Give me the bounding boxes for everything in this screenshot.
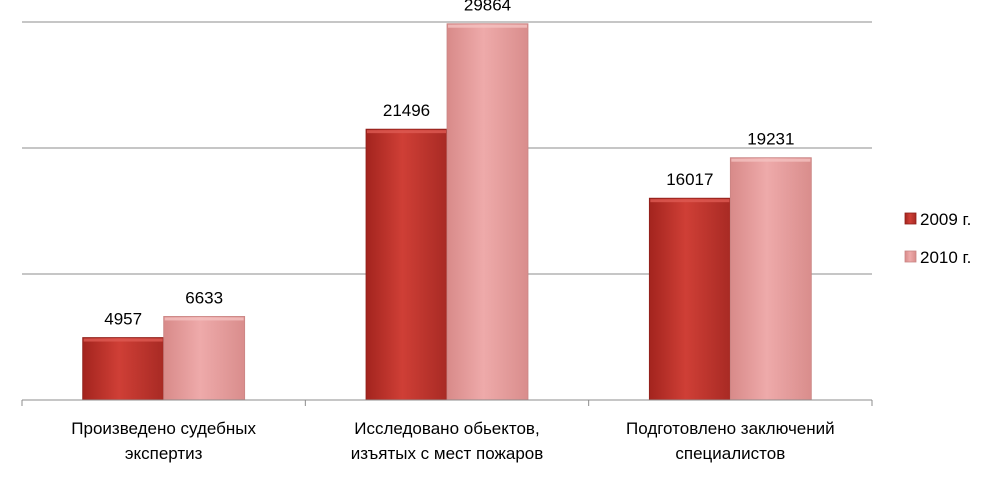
category-label: Подготовлено заключений xyxy=(626,419,835,438)
bar-2009 xyxy=(82,337,165,401)
data-label: 6633 xyxy=(185,288,223,307)
bars xyxy=(82,23,812,401)
bar-bevel xyxy=(448,24,527,28)
category-label: Произведено судебных xyxy=(71,419,256,438)
category-labels: Произведено судебных экспертиз Исследовано… xyxy=(71,419,834,463)
bar-bevel xyxy=(164,317,244,321)
data-label: 19231 xyxy=(747,130,794,149)
bar-bevel xyxy=(83,338,163,342)
data-label: 16017 xyxy=(666,170,713,189)
bar-bevel xyxy=(367,130,446,134)
x-axis xyxy=(21,399,873,406)
legend-swatch xyxy=(904,212,917,225)
category-label: Исследовано обьектов, xyxy=(354,419,539,438)
category-label: изъятых с мест пожаров xyxy=(351,444,544,463)
category-label: экспертиз xyxy=(125,444,203,463)
bar-bevel xyxy=(650,199,730,203)
legend-swatch xyxy=(904,250,917,263)
bar-2010 xyxy=(446,23,529,401)
bar-2010 xyxy=(163,316,246,401)
bar-2009 xyxy=(648,197,731,401)
legend: 2009 г. 2010 г. xyxy=(904,210,971,267)
data-label: 29864 xyxy=(464,0,511,15)
legend-label: 2009 г. xyxy=(920,210,971,229)
data-label: 4957 xyxy=(104,310,142,329)
data-label: 21496 xyxy=(383,101,430,120)
category-label: специалистов xyxy=(675,444,785,463)
bar-2010 xyxy=(729,157,812,401)
data-labels: 4957 6633 21496 29864 16017 19231 xyxy=(104,0,794,329)
bar-bevel xyxy=(731,158,811,162)
legend-label: 2010 г. xyxy=(920,248,971,267)
bar-2009 xyxy=(365,128,448,401)
